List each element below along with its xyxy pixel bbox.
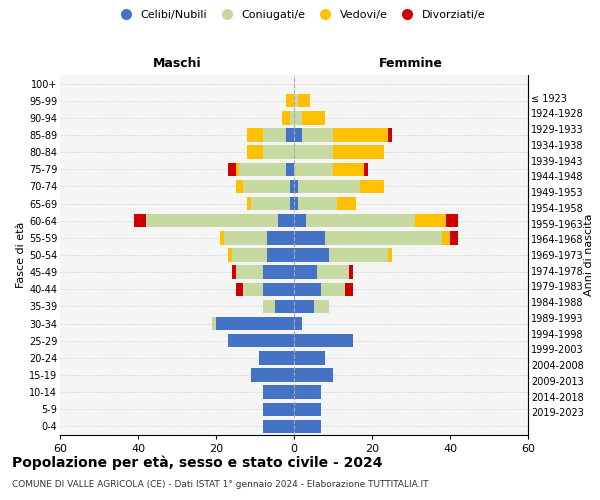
Bar xyxy=(364,162,368,176)
Bar xyxy=(333,128,388,141)
Bar xyxy=(247,128,263,141)
Bar xyxy=(232,266,235,279)
Text: Maschi: Maschi xyxy=(152,57,202,70)
Text: Femmine: Femmine xyxy=(379,57,443,70)
Bar xyxy=(235,180,244,193)
Bar xyxy=(294,317,302,330)
Bar xyxy=(294,94,298,108)
Bar xyxy=(251,197,290,210)
Bar xyxy=(263,420,294,433)
Bar xyxy=(263,282,294,296)
Bar xyxy=(244,180,290,193)
Bar xyxy=(235,162,239,176)
Bar xyxy=(294,402,322,416)
Bar xyxy=(294,180,298,193)
Bar xyxy=(247,197,251,210)
Bar xyxy=(322,282,344,296)
Bar xyxy=(294,146,333,159)
Bar xyxy=(247,146,263,159)
Bar xyxy=(294,300,314,313)
Bar xyxy=(263,402,294,416)
Bar xyxy=(224,231,266,244)
Bar xyxy=(146,214,278,228)
Bar xyxy=(298,94,310,108)
Bar xyxy=(294,420,322,433)
Bar xyxy=(216,317,294,330)
Bar xyxy=(325,231,442,244)
Bar xyxy=(333,162,364,176)
Bar xyxy=(251,368,294,382)
Bar xyxy=(306,214,415,228)
Bar xyxy=(235,266,263,279)
Text: Popolazione per età, sesso e stato civile - 2024: Popolazione per età, sesso e stato civil… xyxy=(12,455,383,469)
Bar xyxy=(212,317,216,330)
Text: COMUNE DI VALLE AGRICOLA (CE) - Dati ISTAT 1° gennaio 2024 - Elaborazione TUTTIT: COMUNE DI VALLE AGRICOLA (CE) - Dati IST… xyxy=(12,480,428,489)
Bar xyxy=(263,266,294,279)
Bar xyxy=(415,214,446,228)
Bar xyxy=(302,111,325,124)
Bar xyxy=(286,128,294,141)
Bar xyxy=(388,248,392,262)
Bar xyxy=(266,248,294,262)
Bar xyxy=(294,266,317,279)
Bar xyxy=(294,214,306,228)
Bar xyxy=(314,300,329,313)
Bar xyxy=(294,386,322,399)
Bar xyxy=(294,111,302,124)
Bar xyxy=(244,282,263,296)
Bar xyxy=(290,111,294,124)
Y-axis label: Anni di nascita: Anni di nascita xyxy=(584,214,594,296)
Bar xyxy=(275,300,294,313)
Bar xyxy=(278,214,294,228)
Bar xyxy=(263,146,294,159)
Bar xyxy=(302,128,333,141)
Bar xyxy=(337,197,356,210)
Bar xyxy=(134,214,146,228)
Bar xyxy=(259,351,294,364)
Bar xyxy=(450,231,458,244)
Bar xyxy=(290,180,294,193)
Bar xyxy=(294,162,333,176)
Bar xyxy=(228,248,232,262)
Bar xyxy=(446,214,458,228)
Bar xyxy=(294,248,329,262)
Bar xyxy=(294,351,325,364)
Bar xyxy=(349,266,353,279)
Bar xyxy=(294,197,298,210)
Bar xyxy=(360,180,384,193)
Bar xyxy=(239,162,286,176)
Bar xyxy=(220,231,224,244)
Bar xyxy=(235,282,244,296)
Bar xyxy=(263,386,294,399)
Bar xyxy=(294,334,353,347)
Bar xyxy=(294,282,322,296)
Y-axis label: Fasce di età: Fasce di età xyxy=(16,222,26,288)
Bar xyxy=(283,111,290,124)
Bar xyxy=(232,248,266,262)
Bar xyxy=(263,300,275,313)
Bar xyxy=(228,162,235,176)
Bar xyxy=(298,197,337,210)
Bar xyxy=(388,128,392,141)
Bar xyxy=(294,231,325,244)
Bar xyxy=(228,334,294,347)
Bar xyxy=(294,368,333,382)
Bar xyxy=(317,266,349,279)
Bar xyxy=(266,231,294,244)
Bar xyxy=(290,197,294,210)
Bar xyxy=(329,248,388,262)
Bar xyxy=(263,128,286,141)
Bar xyxy=(286,94,294,108)
Bar xyxy=(286,162,294,176)
Bar xyxy=(294,128,302,141)
Bar xyxy=(333,146,384,159)
Bar xyxy=(344,282,353,296)
Legend: Celibi/Nubili, Coniugati/e, Vedovi/e, Divorziati/e: Celibi/Nubili, Coniugati/e, Vedovi/e, Di… xyxy=(110,6,490,25)
Bar xyxy=(442,231,450,244)
Bar xyxy=(298,180,360,193)
